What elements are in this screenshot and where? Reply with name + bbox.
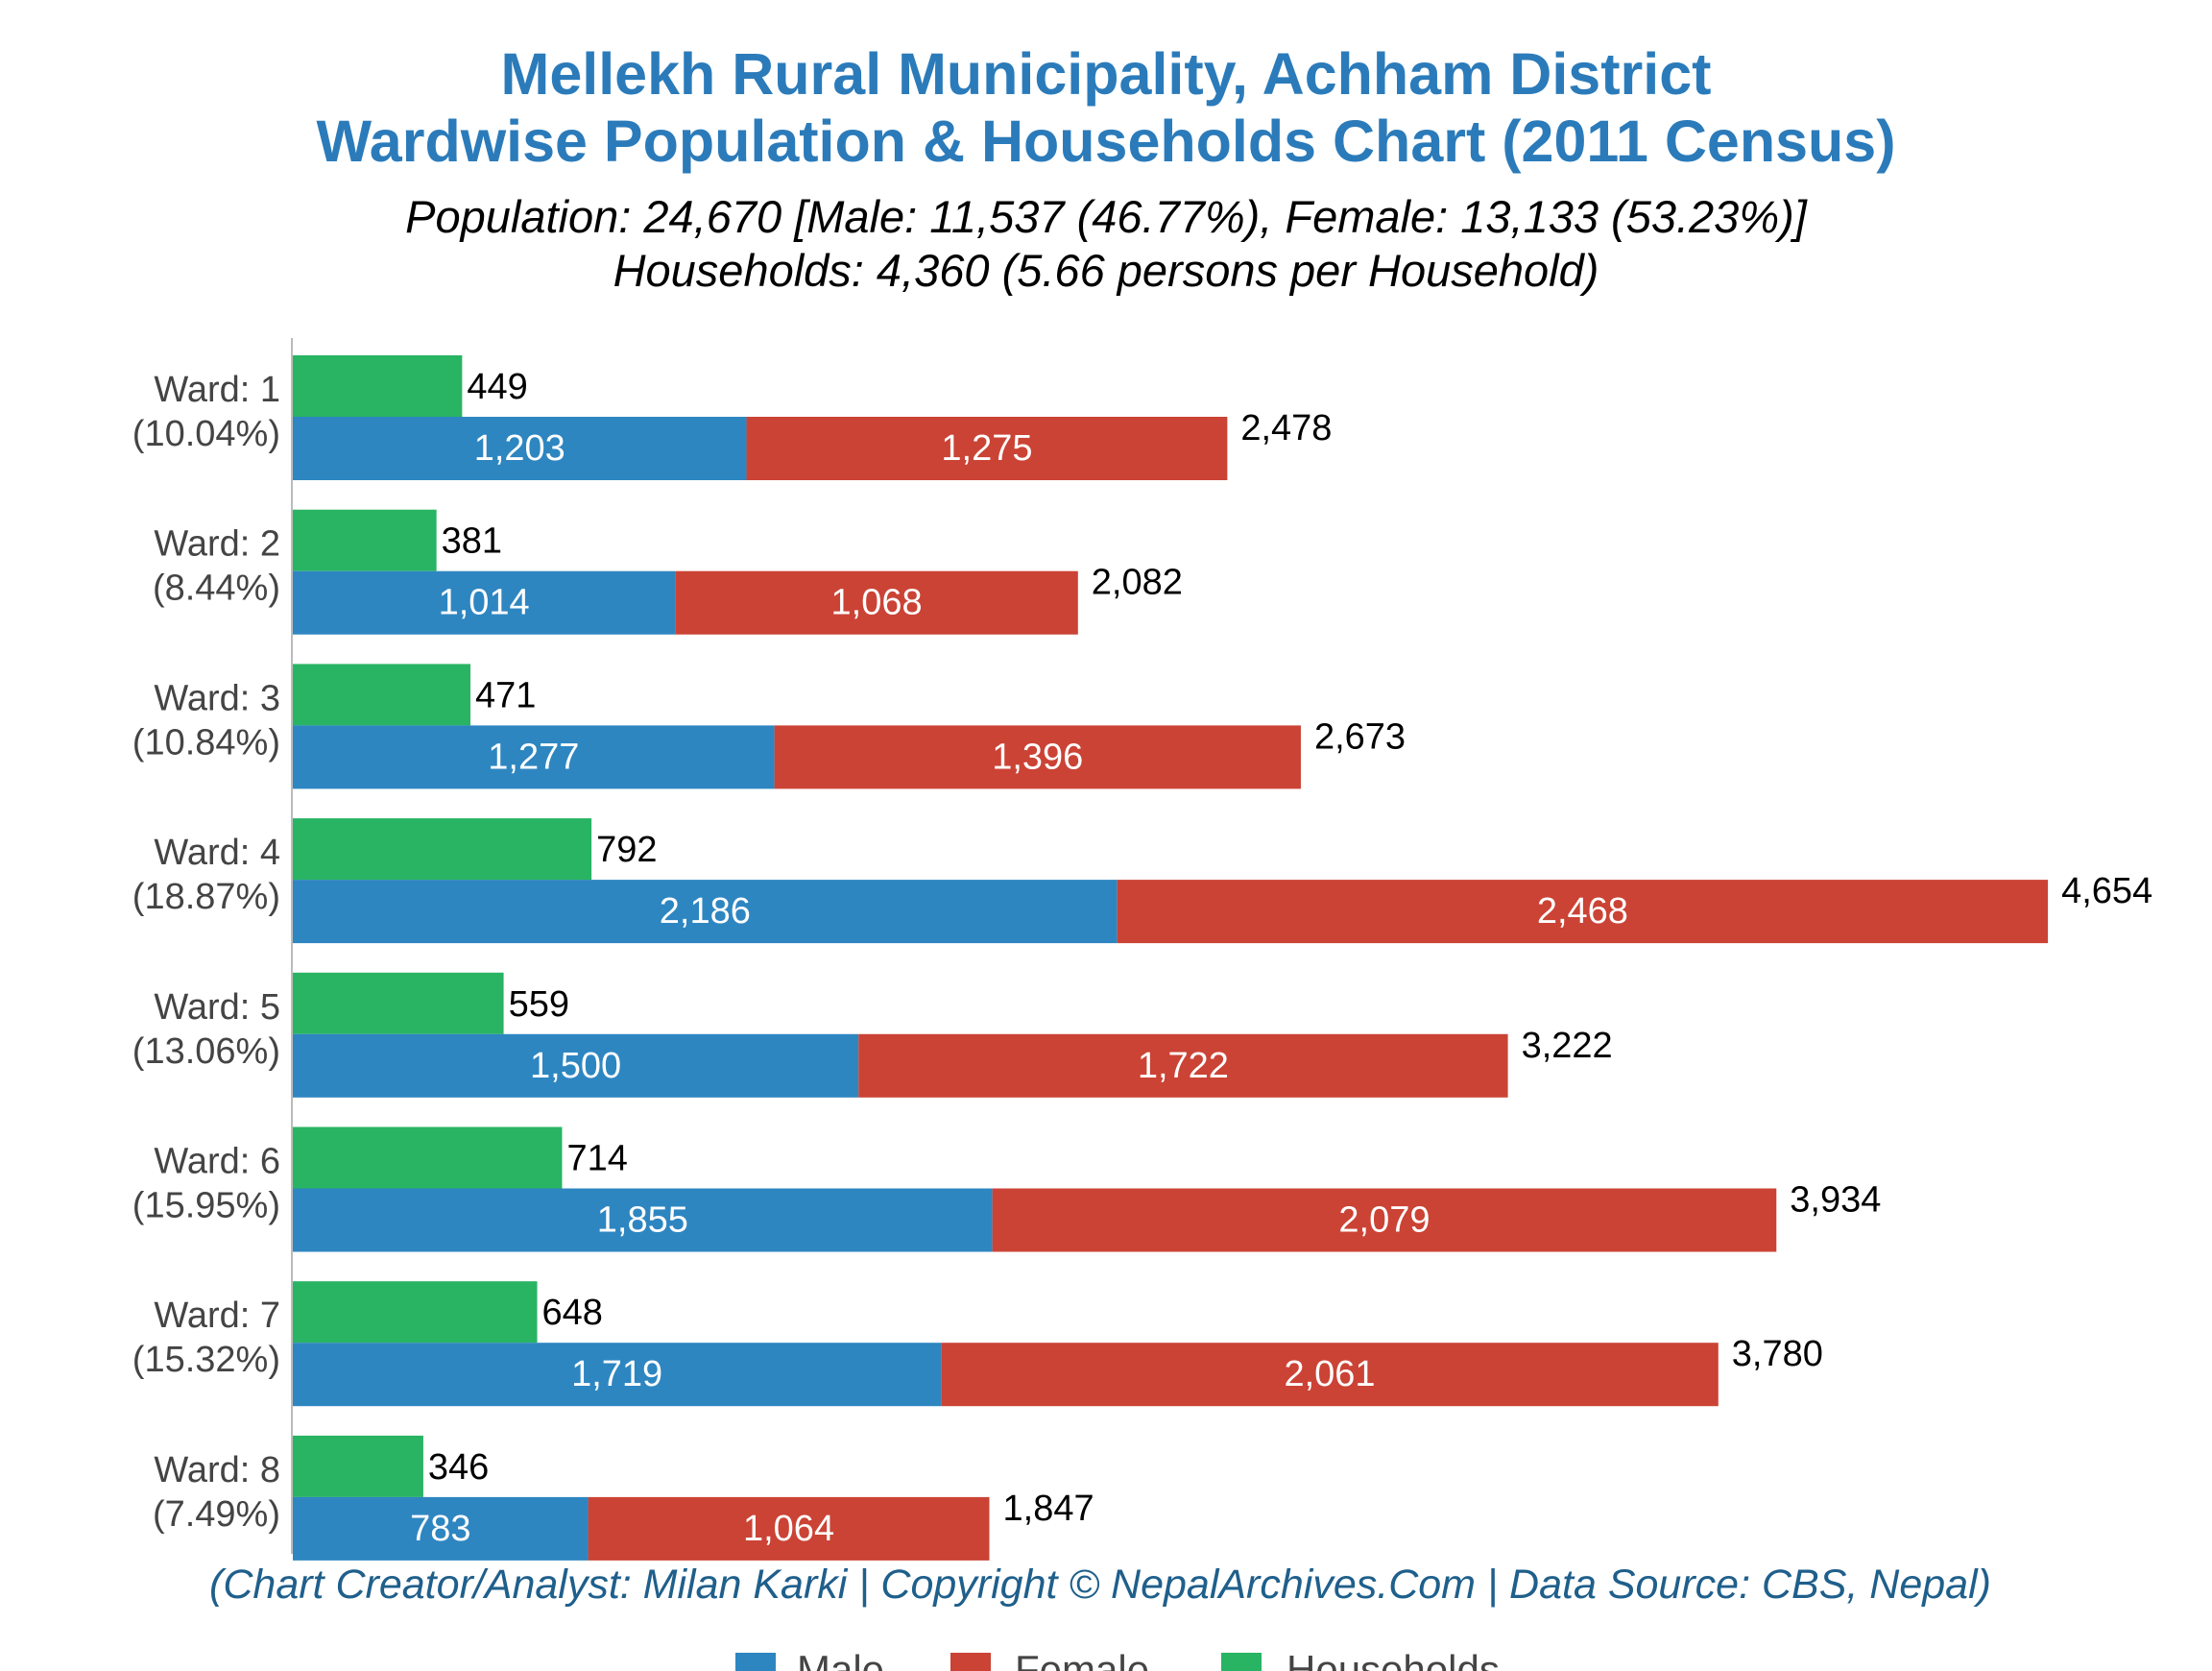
female-value-label: 1,722: [1138, 1046, 1229, 1086]
chart-subtitle-line1: Population: 24,670 [Male: 11,537 (46.77%…: [405, 191, 1808, 242]
chart-footer: (Chart Creator/Analyst: Milan Karki | Co…: [209, 1562, 1991, 1608]
households-bar: [293, 1435, 423, 1497]
male-bar: [293, 1343, 942, 1407]
bars-group: Ward: 1(10.04%) 449 1,203 1,275 2,478 Ward: 2…: [132, 355, 2152, 1561]
ward-share-label: (13.06%): [132, 1031, 280, 1072]
total-value-label: 2,082: [1092, 563, 1183, 603]
male-value-label: 1,719: [571, 1354, 662, 1394]
male-bar: [293, 725, 775, 789]
households-bar: [293, 1126, 563, 1189]
female-bar: [774, 725, 1301, 789]
households-value-label: 792: [596, 830, 657, 870]
male-value-label: 1,277: [488, 737, 579, 777]
female-bar: [588, 1496, 990, 1561]
total-value-label: 2,673: [1314, 716, 1406, 757]
male-value-label: 1,500: [530, 1046, 621, 1086]
female-value-label: 1,396: [992, 737, 1083, 777]
ward-label: Ward: 4: [154, 833, 280, 873]
households-bar: [293, 509, 437, 571]
female-value-label: 2,061: [1284, 1354, 1375, 1394]
households-bar: [293, 972, 504, 1034]
male-bar: [293, 1033, 859, 1098]
female-value-label: 2,468: [1537, 891, 1628, 932]
ward-label: Ward: 3: [154, 678, 280, 718]
ward-label: Ward: 6: [154, 1142, 280, 1182]
legend-label: Female: [1015, 1647, 1149, 1671]
legend-label: Male: [797, 1647, 884, 1671]
total-value-label: 4,654: [2061, 871, 2152, 911]
households-bar: [293, 818, 592, 881]
households-value-label: 381: [442, 521, 502, 562]
ward-share-label: (15.95%): [132, 1186, 280, 1226]
male-bar: [293, 570, 676, 635]
male-bar: [293, 1188, 993, 1252]
legend-swatch: [950, 1653, 991, 1671]
ward-label: Ward: 7: [154, 1296, 280, 1336]
total-value-label: 3,222: [1522, 1026, 1613, 1066]
households-value-label: 346: [428, 1447, 489, 1488]
ward-label: Ward: 1: [154, 370, 280, 410]
female-bar: [746, 417, 1228, 480]
male-value-label: 1,014: [439, 583, 530, 623]
female-bar: [941, 1343, 1719, 1407]
total-value-label: 3,780: [1732, 1334, 1823, 1374]
female-bar: [858, 1033, 1508, 1098]
female-value-label: 1,275: [941, 428, 1032, 469]
female-bar: [675, 570, 1078, 635]
households-bar: [293, 1281, 538, 1344]
female-bar: [1117, 880, 2049, 944]
households-bar: [293, 664, 471, 726]
legend-swatch: [735, 1653, 776, 1671]
households-value-label: 449: [467, 367, 527, 407]
chart-subtitle-line2: Households: 4,360 (5.66 persons per Hous…: [613, 245, 1599, 296]
households-value-label: 648: [542, 1293, 603, 1333]
male-value-label: 1,203: [474, 428, 565, 469]
households-value-label: 714: [566, 1139, 627, 1179]
female-bar: [992, 1188, 1777, 1252]
legend-label: Households: [1286, 1647, 1500, 1671]
ward-label: Ward: 2: [154, 524, 280, 565]
female-value-label: 1,064: [743, 1509, 834, 1549]
male-bar: [293, 417, 747, 480]
legend: Male Female Households: [735, 1647, 1500, 1671]
male-value-label: 2,186: [660, 891, 751, 932]
total-value-label: 1,847: [1003, 1489, 1094, 1529]
female-value-label: 1,068: [831, 583, 923, 623]
households-bar: [293, 355, 463, 417]
households-value-label: 471: [475, 675, 536, 715]
total-value-label: 2,478: [1240, 408, 1332, 448]
legend-swatch: [1221, 1653, 1262, 1671]
ward-share-label: (15.32%): [132, 1340, 280, 1380]
female-value-label: 2,079: [1338, 1200, 1430, 1241]
male-bar: [293, 1496, 589, 1561]
ward-share-label: (10.84%): [132, 722, 280, 763]
ward-share-label: (7.49%): [153, 1494, 280, 1535]
male-value-label: 783: [410, 1509, 470, 1549]
households-value-label: 559: [509, 984, 569, 1025]
total-value-label: 3,934: [1790, 1180, 1881, 1221]
chart-title-line1: Mellekh Rural Municipality, Achham Distr…: [501, 41, 1712, 107]
ward-share-label: (18.87%): [132, 877, 280, 917]
ward-label: Ward: 8: [154, 1450, 280, 1490]
male-value-label: 1,855: [597, 1200, 688, 1241]
ward-share-label: (8.44%): [153, 569, 280, 609]
chart-title-line2: Wardwise Population & Households Chart (…: [316, 109, 1895, 174]
ward-share-label: (10.04%): [132, 414, 280, 454]
male-bar: [293, 880, 1118, 944]
ward-label: Ward: 5: [154, 987, 280, 1028]
